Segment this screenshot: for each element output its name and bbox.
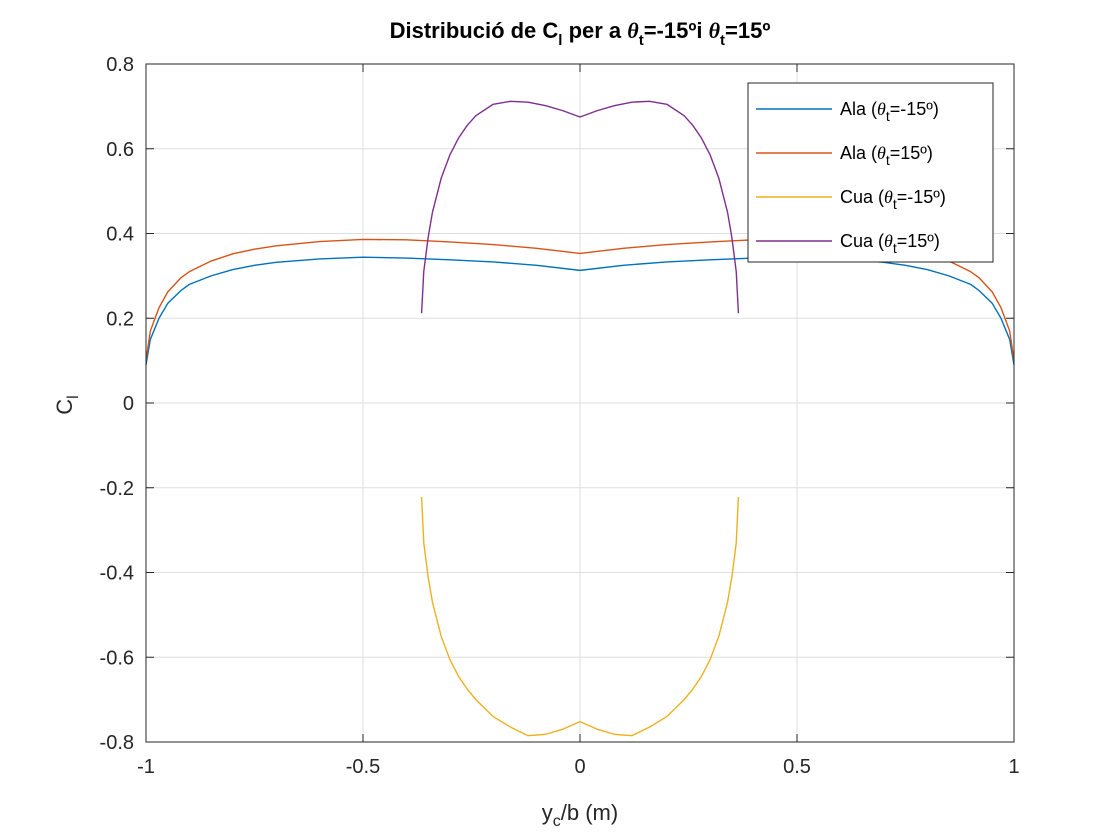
- legend-label-theta: θ: [884, 231, 893, 251]
- x-tick-label: -1: [137, 756, 155, 778]
- legend-label-sub: t: [886, 108, 890, 124]
- legend-label-pre: Ala (: [840, 143, 877, 163]
- x-axis-label: yc/b (m): [542, 800, 618, 830]
- y-tick-label: 0.2: [106, 308, 134, 330]
- legend-label-sub: t: [886, 152, 890, 168]
- legend-label-3: Cua (θt=-15º): [840, 187, 946, 212]
- y-tick-labels: -0.8 -0.6 -0.4 -0.2 0 0.2 0.4 0.6 0.8: [100, 54, 134, 754]
- chart-title: Distribució de Cl per a θt=-15ºi θt=15º: [390, 18, 771, 49]
- title-prefix: Distribució de C: [390, 18, 559, 43]
- title-sub-t2: t: [720, 32, 725, 49]
- y-tick-label: 0: [123, 393, 134, 415]
- legend-label-post: =15º): [890, 143, 933, 163]
- xlabel-main: y: [542, 800, 553, 825]
- title-sub-l: l: [558, 32, 562, 49]
- legend-label-theta: θ: [877, 143, 886, 163]
- y-tick-label: -0.8: [100, 732, 134, 754]
- title-sub-t1: t: [639, 32, 644, 49]
- ticks: [145, 63, 1015, 743]
- y-tick-label: -0.2: [100, 478, 134, 500]
- title-theta1: θ: [627, 18, 639, 43]
- legend-box: [747, 82, 994, 263]
- legend-label-sub: t: [893, 196, 897, 212]
- legend-entries: Ala (θt=-15º)Ala (θt=15º)Cua (θt=-15º)Cu…: [756, 99, 946, 256]
- legend-label-post: =15º): [897, 231, 940, 251]
- legend-label-pre: Ala (: [840, 99, 877, 119]
- legend: Ala (θt=-15º)Ala (θt=15º)Cua (θt=-15º)Cu…: [747, 82, 994, 263]
- xlabel-sub: c: [553, 813, 561, 830]
- y-tick-label: -0.6: [100, 647, 134, 669]
- legend-label-pre: Cua (: [840, 187, 884, 207]
- ylabel-sub: l: [65, 395, 82, 399]
- x-tick-labels: -1 -0.5 0 0.5 1: [137, 756, 1019, 778]
- x-tick-label: -0.5: [346, 756, 380, 778]
- y-tick-label: 0.4: [106, 224, 134, 246]
- ylabel-main: C: [52, 399, 77, 415]
- legend-label-1: Ala (θt=-15º): [840, 99, 939, 124]
- xlabel-rest: /b (m): [561, 800, 618, 825]
- series-line-4: [420, 100, 740, 314]
- series-line-2: [145, 238, 1015, 361]
- legend-label-theta: θ: [884, 187, 893, 207]
- title-mid1: per a: [562, 18, 627, 43]
- y-tick-label: -0.4: [100, 563, 134, 585]
- series-line-1: [145, 256, 1015, 365]
- title-theta2: θ: [709, 18, 721, 43]
- x-tick-label: 0: [574, 756, 585, 778]
- legend-label-pre: Cua (: [840, 231, 884, 251]
- y-tick-label: 0.8: [106, 54, 134, 76]
- x-tick-label: 1: [1008, 756, 1019, 778]
- legend-label-4: Cua (θt=15º): [840, 231, 940, 256]
- series-lines: [145, 100, 1015, 737]
- legend-label-post: =-15º): [897, 187, 946, 207]
- title-mid2: =-15ºi: [644, 18, 709, 43]
- series-line-3: [420, 497, 740, 737]
- legend-label-post: =-15º): [890, 99, 939, 119]
- legend-label-2: Ala (θt=15º): [840, 143, 933, 168]
- title-end: =15º: [725, 18, 770, 43]
- legend-label-theta: θ: [877, 99, 886, 119]
- y-axis-label: Cl: [52, 395, 82, 414]
- x-tick-label: 0.5: [783, 756, 811, 778]
- y-tick-label: 0.6: [106, 139, 134, 161]
- legend-label-sub: t: [893, 240, 897, 256]
